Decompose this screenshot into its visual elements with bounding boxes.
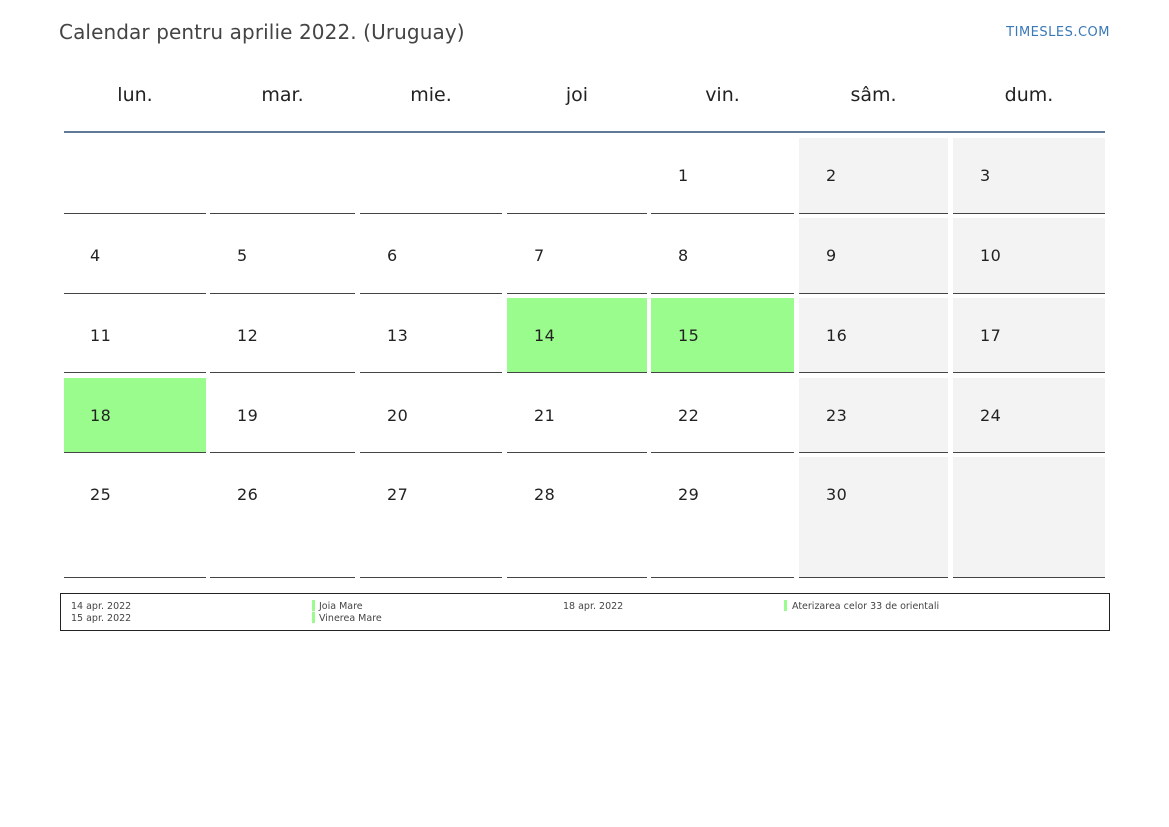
legend-holiday-name: Joia Mare <box>319 601 363 612</box>
day-number: 23 <box>826 406 848 425</box>
day-cell[interactable]: 13 <box>360 298 502 373</box>
day-cell[interactable]: 23 <box>799 378 948 453</box>
day-cell[interactable]: 18 <box>64 378 206 453</box>
day-number: 19 <box>237 406 259 425</box>
weekday-mon: lun. <box>117 84 153 106</box>
day-number: 25 <box>90 485 112 504</box>
day-cell[interactable]: 19 <box>210 378 355 453</box>
day-cell[interactable] <box>64 138 206 214</box>
day-cell[interactable]: 5 <box>210 218 355 294</box>
day-cell[interactable]: 9 <box>799 218 948 294</box>
weekday-header-row: lun. mar. mie. joi vin. sâm. dum. <box>64 84 1105 114</box>
day-number: 21 <box>534 406 556 425</box>
day-number: 24 <box>980 406 1002 425</box>
day-cell[interactable]: 17 <box>953 298 1105 373</box>
legend-date: 18 apr. 2022 <box>563 601 624 612</box>
day-number: 4 <box>90 246 101 265</box>
day-cell[interactable]: 6 <box>360 218 502 294</box>
day-number: 27 <box>387 485 409 504</box>
day-cell[interactable]: 21 <box>507 378 647 453</box>
legend-holiday-name: Vinerea Mare <box>319 613 382 624</box>
day-number: 30 <box>826 485 848 504</box>
day-number: 28 <box>534 485 556 504</box>
day-number: 15 <box>678 326 700 345</box>
day-number: 6 <box>387 246 398 265</box>
legend-color-bar <box>312 612 315 623</box>
day-number: 11 <box>90 326 112 345</box>
day-cell[interactable]: 24 <box>953 378 1105 453</box>
weekday-fri: vin. <box>705 84 740 106</box>
day-cell[interactable]: 3 <box>953 138 1105 214</box>
site-link[interactable]: TIMESLES.COM <box>1006 25 1110 40</box>
day-number: 5 <box>237 246 248 265</box>
weekday-tue: mar. <box>261 84 304 106</box>
day-cell[interactable]: 4 <box>64 218 206 294</box>
day-cell[interactable]: 20 <box>360 378 502 453</box>
legend-holiday-name: Aterizarea celor 33 de orientali <box>792 601 940 612</box>
legend-color-bar <box>784 600 787 611</box>
day-number: 17 <box>980 326 1002 345</box>
day-cell[interactable] <box>360 138 502 214</box>
weekday-wed: mie. <box>410 84 452 106</box>
day-cell[interactable]: 28 <box>507 457 647 578</box>
day-number: 29 <box>678 485 700 504</box>
day-number: 3 <box>980 166 991 185</box>
day-cell[interactable]: 1 <box>651 138 794 214</box>
weekday-sat: sâm. <box>850 84 897 106</box>
day-number: 13 <box>387 326 409 345</box>
legend-color-bar <box>312 600 315 611</box>
legend-date: 14 apr. 2022 <box>71 601 132 612</box>
weekday-sun: dum. <box>1004 84 1054 106</box>
day-cell[interactable]: 14 <box>507 298 647 373</box>
day-cell[interactable]: 16 <box>799 298 948 373</box>
day-cell[interactable]: 22 <box>651 378 794 453</box>
day-number: 12 <box>237 326 259 345</box>
day-number: 9 <box>826 246 837 265</box>
legend-date: 15 apr. 2022 <box>71 613 132 624</box>
day-number: 8 <box>678 246 689 265</box>
weekday-thu: joi <box>565 84 589 106</box>
day-number: 26 <box>237 485 259 504</box>
day-cell[interactable]: 29 <box>651 457 794 578</box>
day-cell[interactable]: 30 <box>799 457 948 578</box>
day-number: 14 <box>534 326 556 345</box>
day-cell[interactable]: 10 <box>953 218 1105 294</box>
day-number: 18 <box>90 406 112 425</box>
day-number: 2 <box>826 166 837 185</box>
day-cell[interactable]: 25 <box>64 457 206 578</box>
day-cell[interactable] <box>507 138 647 214</box>
day-number: 22 <box>678 406 700 425</box>
day-cell[interactable] <box>953 457 1105 578</box>
day-cell[interactable]: 2 <box>799 138 948 214</box>
day-cell[interactable]: 7 <box>507 218 647 294</box>
day-cell[interactable]: 8 <box>651 218 794 294</box>
day-number: 7 <box>534 246 545 265</box>
day-cell[interactable]: 26 <box>210 457 355 578</box>
day-cell[interactable]: 11 <box>64 298 206 373</box>
day-number: 16 <box>826 326 848 345</box>
day-cell[interactable]: 15 <box>651 298 794 373</box>
day-number: 10 <box>980 246 1002 265</box>
holiday-legend: 14 apr. 2022 15 apr. 2022 Joia Mare Vine… <box>60 593 1110 631</box>
day-number: 20 <box>387 406 409 425</box>
header-rule <box>64 131 1105 133</box>
day-number: 1 <box>678 166 689 185</box>
day-cell[interactable] <box>210 138 355 214</box>
day-cell[interactable]: 27 <box>360 457 502 578</box>
calendar-title: Calendar pentru aprilie 2022. (Uruguay) <box>59 20 465 44</box>
day-cell[interactable]: 12 <box>210 298 355 373</box>
